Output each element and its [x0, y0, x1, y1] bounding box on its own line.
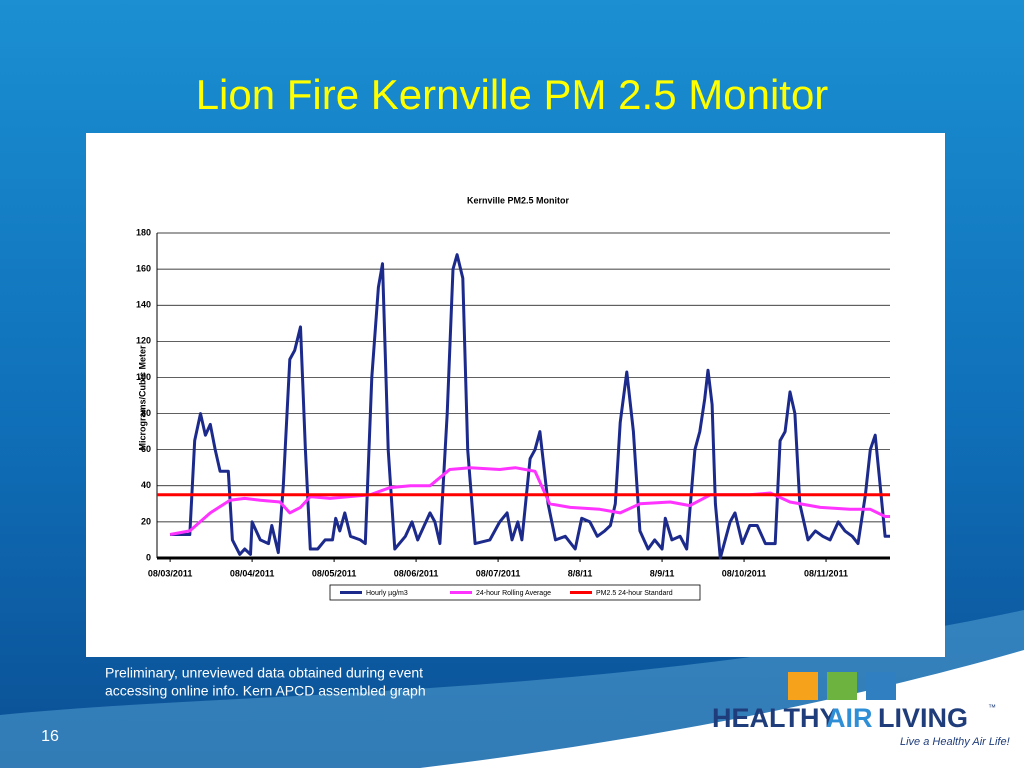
wave-white: [420, 650, 1024, 768]
logo: HEALTHY AIR LIVING ™ Live a Healthy Air …: [712, 672, 1010, 748]
y-axis-label: Micrograms/Cubic Meter: [137, 345, 147, 451]
y-tick-label: 140: [136, 300, 151, 310]
y-tick-label: 120: [136, 336, 151, 346]
y-tick-label: 100: [136, 372, 151, 382]
logo-sun: [788, 672, 818, 700]
footnote: Preliminary, unreviewed data obtained du…: [105, 665, 423, 681]
legend-label: Hourly µg/m3: [366, 590, 408, 597]
logo-word: HEALTHY: [712, 703, 838, 733]
x-tick-label: 08/06/2011: [394, 568, 439, 578]
legend-items: Hourly µg/m3 24-hour Rolling Average PM2.5…: [340, 590, 673, 597]
logo-word: AIR: [826, 703, 873, 733]
y-tick-label: 0: [146, 552, 151, 562]
x-tick-label: 8/9/11: [650, 568, 675, 578]
x-tick-label: 8/8/11: [568, 568, 593, 578]
x-tick-label: 08/10/2011: [722, 568, 767, 578]
y-tick-label: 160: [136, 263, 151, 273]
logo-word: LIVING: [878, 703, 968, 733]
logo-leaf: [827, 672, 857, 700]
plot: 0 20 40 60 80 100 120 140 160 180 08/03/2011 08/04/…: [136, 227, 890, 578]
y-tick-label: 180: [136, 227, 151, 237]
x-tick-label: 08/07/2011: [476, 568, 521, 578]
y-tick-label: 20: [141, 516, 151, 526]
legend: [329, 584, 701, 601]
chart-title: Kernville PM2.5 Monitor: [467, 195, 570, 205]
legend-label: PM2.5 24-hour Standard: [596, 590, 673, 597]
y-tick-label: 40: [141, 480, 151, 490]
y-tick-label: 80: [141, 408, 151, 418]
footnote: accessing online info. Kern APCD assembl…: [105, 683, 426, 699]
chart-box: [86, 133, 945, 657]
logo-trademark: ™: [988, 703, 996, 712]
logo-tagline: Live a Healthy Air Life!: [900, 736, 1010, 748]
x-tick-label: 08/03/2011: [148, 568, 193, 578]
data-line: [170, 253, 890, 560]
y-tick-label: 60: [141, 444, 151, 454]
slide-title: Lion Fire Kernville PM 2.5 Monitor: [196, 71, 829, 118]
page-number: 16: [41, 728, 59, 745]
x-tick-label: 08/11/2011: [804, 568, 848, 578]
x-tick-label: 08/05/2011: [312, 568, 357, 578]
x-tick-label: 08/04/2011: [230, 568, 275, 578]
logo-mountain: [866, 672, 896, 700]
legend-label: 24-hour Rolling Average: [476, 590, 551, 597]
